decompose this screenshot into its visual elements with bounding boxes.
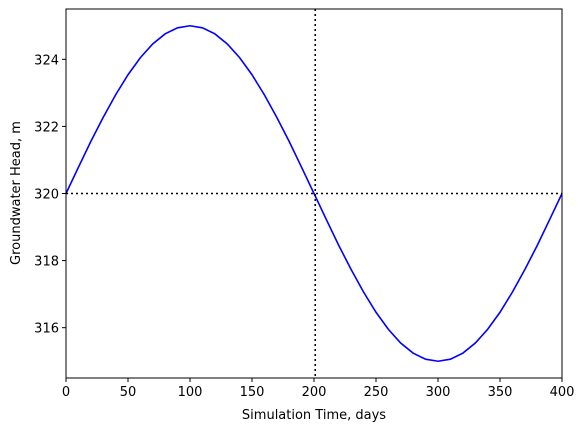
x-tick-label: 50: [120, 385, 137, 400]
x-tick-label: 400: [550, 385, 575, 400]
x-axis-label: Simulation Time, days: [242, 408, 386, 423]
y-axis-label: Groundwater Head, m: [9, 121, 24, 265]
x-tick-label: 250: [364, 385, 389, 400]
y-tick-label: 324: [34, 53, 59, 68]
plot-frame: [65, 8, 563, 379]
x-tick-label: 200: [302, 385, 327, 400]
x-tick-label: 350: [488, 385, 513, 400]
x-tick-label: 0: [62, 385, 70, 400]
y-tick-label: 318: [34, 255, 59, 270]
y-tick-label: 320: [34, 188, 59, 203]
y-tick-label: 322: [34, 120, 59, 135]
x-tick-label: 300: [426, 385, 451, 400]
x-tick-label: 100: [178, 385, 203, 400]
y-tick-label: 316: [34, 322, 59, 337]
line-series: [65, 24, 563, 363]
x-tick-label: 150: [240, 385, 265, 400]
